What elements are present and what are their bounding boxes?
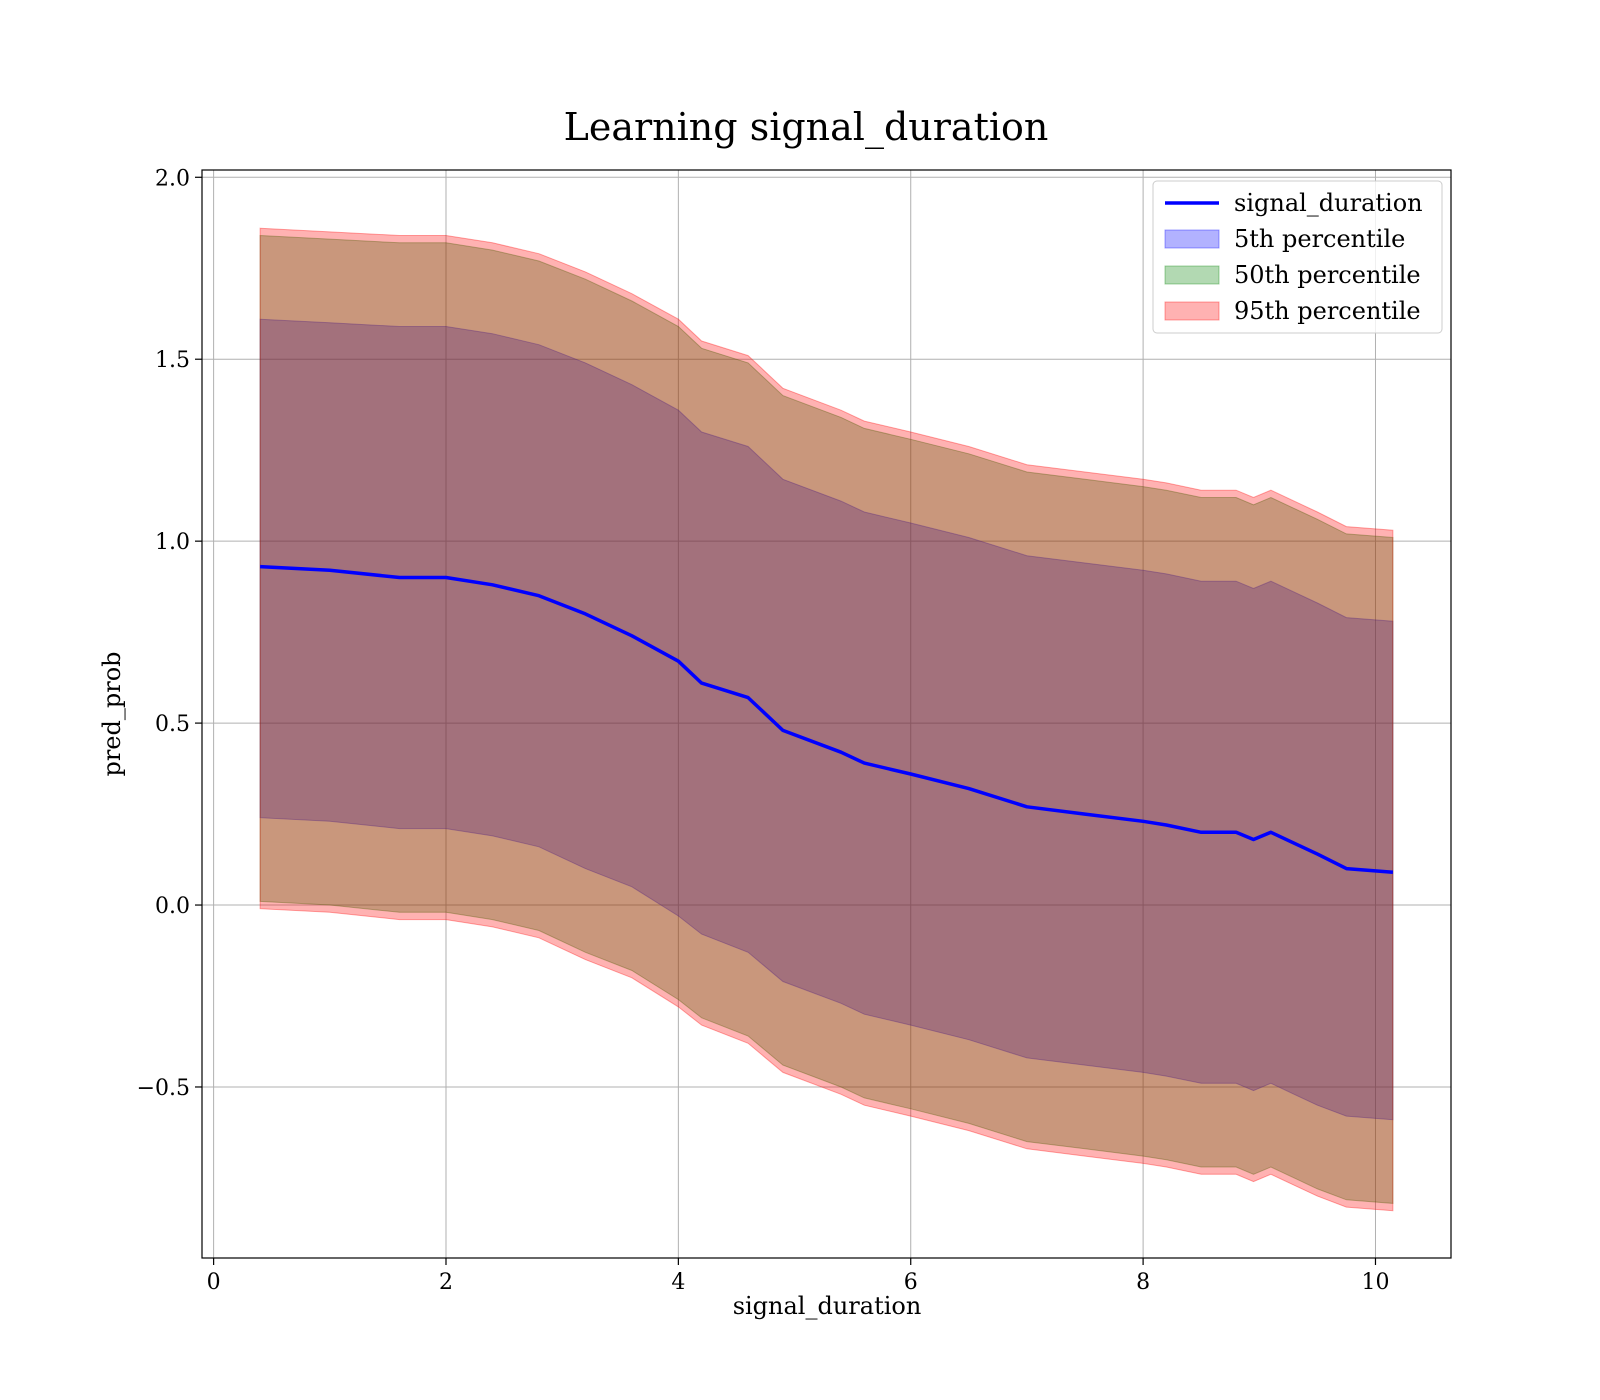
band-95th-percentile xyxy=(259,227,1394,1212)
line-series xyxy=(260,564,1394,875)
y-tick-label: −0.5 xyxy=(137,1076,190,1101)
y-axis-ticks: −0.5 0.0 0.5 1.0 1.5 2.0 xyxy=(137,166,202,1101)
legend-label: 5th percentile xyxy=(1234,225,1405,253)
legend-swatch-band xyxy=(1164,265,1220,285)
legend-label: 95th percentile xyxy=(1234,297,1421,325)
x-tick-label: 0 xyxy=(207,1270,221,1295)
x-axis-label: signal_duration xyxy=(733,1292,922,1320)
band-50th-percentile xyxy=(259,234,1394,1204)
legend-box xyxy=(1152,180,1443,334)
legend-label: signal_duration xyxy=(1234,189,1423,217)
x-tick-label: 10 xyxy=(1361,1270,1389,1295)
x-tick-label: 4 xyxy=(671,1270,685,1295)
y-tick-label: 0.0 xyxy=(155,894,190,919)
x-tick-label: 8 xyxy=(1136,1270,1150,1295)
percentile-bands xyxy=(259,227,1394,1212)
line-signal-duration xyxy=(260,564,1394,875)
y-tick-label: 0.5 xyxy=(155,712,190,737)
plot-frame xyxy=(201,169,1452,1259)
legend-swatch-band xyxy=(1164,229,1220,249)
y-axis-label: pred_prob xyxy=(98,651,126,776)
legend-label: 50th percentile xyxy=(1234,261,1421,289)
grid xyxy=(202,170,1451,1258)
legend: signal_duration 5th percentile 50th percen… xyxy=(1152,180,1443,334)
x-tick-label: 2 xyxy=(439,1270,453,1295)
chart-title: Learning signal_duration xyxy=(564,105,1049,150)
y-tick-label: 1.0 xyxy=(155,530,190,555)
y-tick-label: 1.5 xyxy=(155,348,190,373)
band-5th-percentile xyxy=(259,318,1394,1121)
legend-swatch-band xyxy=(1164,301,1220,321)
y-tick-label: 2.0 xyxy=(155,166,190,191)
x-tick-label: 6 xyxy=(904,1270,918,1295)
x-axis-ticks: 0 2 4 6 8 10 xyxy=(207,1258,1389,1295)
